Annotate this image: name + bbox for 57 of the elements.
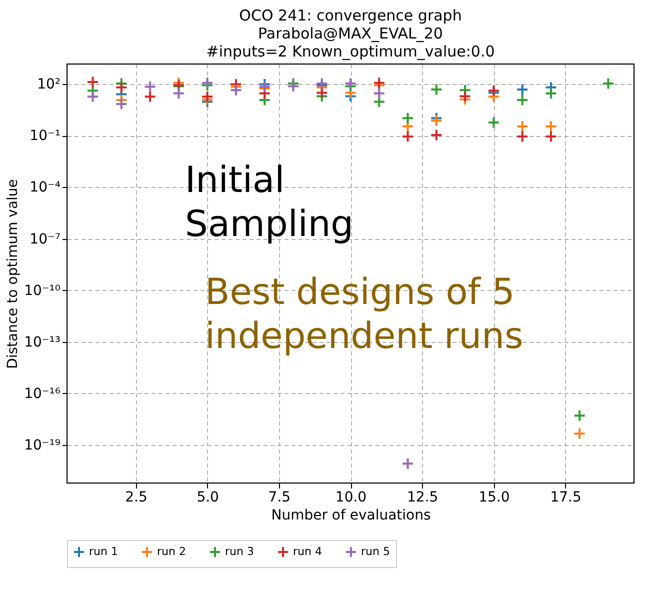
point (544, 130, 558, 143)
legend-label: run 4 (293, 545, 322, 558)
point (430, 114, 443, 127)
point (602, 77, 614, 90)
x-tick-label: 7.5 (268, 490, 291, 506)
x-tick-label: 2.5 (125, 490, 148, 506)
x-tick-label: 5.0 (196, 490, 219, 506)
point (402, 112, 414, 124)
point (86, 90, 100, 103)
x-tick-label: 12.5 (407, 490, 438, 506)
point (344, 77, 357, 90)
point (402, 130, 414, 143)
point (544, 87, 558, 100)
point (201, 90, 214, 103)
point (544, 120, 558, 133)
x-tick-label: 15.0 (478, 490, 510, 506)
point (230, 84, 242, 96)
x-tick-label: 17.5 (550, 490, 582, 506)
point (516, 120, 529, 133)
y-tick-label: 10⁻¹⁰ (24, 282, 61, 299)
chart-title: OCO 241: convergence graph Parabola@MAX_EVAL_20 #inputs=2 Known_optimum_value:0.0 (206, 6, 495, 60)
point (487, 116, 500, 129)
x-tick-label: 10.0 (335, 490, 367, 506)
point (286, 80, 300, 92)
annotation: Initial Sampling (185, 160, 354, 245)
point (516, 94, 529, 106)
legend-label: run 3 (225, 545, 254, 558)
point (372, 96, 386, 108)
x-axis-title: Number of evaluations (271, 508, 431, 524)
point (516, 130, 529, 143)
legend-label: run 1 (89, 545, 118, 558)
annotation: Best designs of 5 independent runs (205, 272, 524, 357)
y-tick-label: 10⁻¹⁶ (24, 386, 61, 402)
point (573, 409, 586, 422)
point (115, 81, 128, 94)
y-tick-label: 10² (37, 76, 60, 93)
point (458, 90, 472, 102)
legend-label: run 5 (361, 545, 390, 558)
y-axis-title: Distance to optimum value (5, 179, 22, 369)
y-tick-label: 10⁻¹³ (24, 334, 60, 350)
y-tick-label: 10⁻¹⁹ (24, 437, 61, 454)
point (372, 87, 386, 100)
point (516, 83, 529, 96)
legend-label: run 2 (157, 545, 186, 558)
point (172, 87, 185, 100)
y-tick-label: 10⁻⁴ (30, 180, 61, 196)
point (573, 427, 586, 440)
point (430, 83, 443, 96)
y-tick-label: 10⁻⁷ (30, 231, 60, 248)
point (144, 90, 156, 103)
point (402, 457, 414, 470)
point (86, 76, 100, 88)
point (430, 128, 443, 142)
point (144, 80, 156, 93)
y-tick-label: 10⁻¹ (30, 128, 60, 144)
point (115, 98, 128, 110)
point (316, 86, 328, 99)
